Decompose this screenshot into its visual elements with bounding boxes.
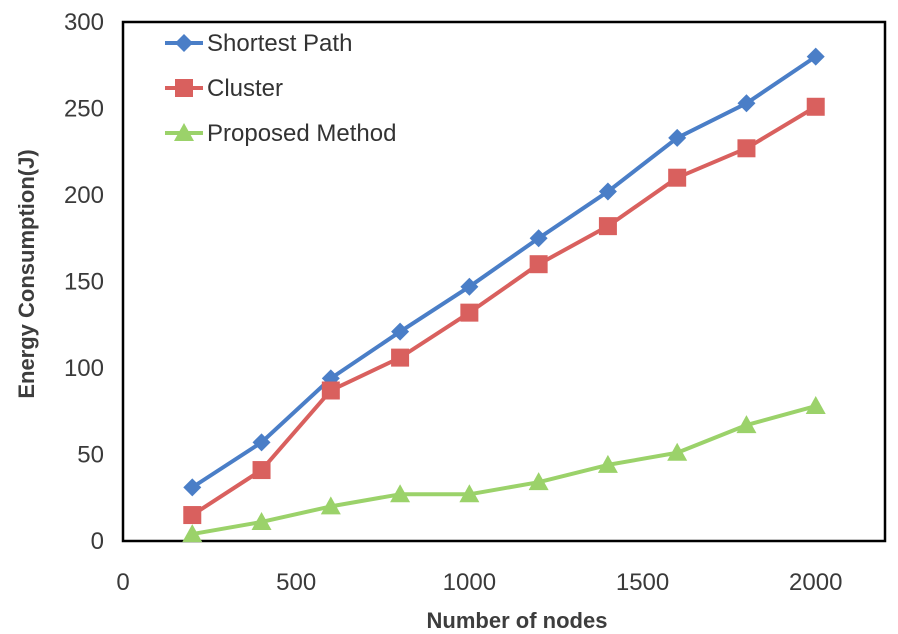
series-line: [191, 105, 817, 517]
data-point-marker: [668, 168, 687, 187]
legend-entry: Cluster: [165, 75, 283, 102]
data-point-marker: [252, 433, 271, 452]
data-point-marker: [390, 484, 411, 503]
data-point-marker: [460, 303, 479, 322]
legend-entry: Proposed Method: [165, 120, 396, 147]
legend-marker-swatch: [175, 79, 193, 97]
data-point-marker: [806, 47, 825, 66]
data-point-marker: [320, 496, 341, 515]
data-point-marker: [391, 348, 410, 367]
series-line: [191, 404, 817, 537]
x-axis-title: Number of nodes: [427, 608, 608, 633]
legend-label: Cluster: [207, 75, 283, 102]
y-tick-label: 200: [64, 182, 104, 209]
data-point-marker: [597, 454, 618, 473]
data-point-marker: [529, 255, 548, 274]
data-point-marker: [805, 396, 826, 415]
x-tick-label: 1500: [616, 569, 669, 596]
data-point-marker: [459, 484, 480, 503]
legend-marker-swatch: [175, 34, 193, 52]
data-point-marker: [251, 511, 272, 530]
legend: Shortest Path Cluster Proposed Method: [165, 30, 396, 147]
legend-marker-swatch: [174, 123, 194, 141]
data-point-marker: [460, 277, 479, 296]
legend-label: Proposed Method: [207, 120, 396, 147]
data-point-marker: [391, 322, 410, 341]
data-point-marker: [529, 229, 548, 248]
data-point-marker: [182, 524, 203, 543]
plot-frame: [121, 20, 887, 543]
series-line: [191, 54, 817, 490]
x-tick-label: 1000: [443, 569, 496, 596]
x-tick-label: 2000: [789, 569, 842, 596]
x-tick-label: 500: [276, 569, 316, 596]
y-tick-label: 300: [64, 9, 104, 36]
x-tick-label: 0: [116, 569, 129, 596]
series-layer: [182, 47, 826, 543]
data-point-marker: [806, 97, 825, 116]
data-point-marker: [183, 478, 202, 497]
data-point-marker: [528, 472, 549, 491]
y-tick-label: 250: [64, 96, 104, 123]
series-proposed-method: [182, 396, 826, 543]
legend-entry: Shortest Path: [165, 30, 352, 57]
y-tick-label: 150: [64, 269, 104, 296]
data-point-marker: [736, 415, 757, 434]
data-point-marker: [737, 94, 756, 113]
y-tick-label: 0: [91, 528, 104, 555]
data-point-marker: [321, 381, 340, 400]
data-point-marker: [252, 461, 271, 480]
data-point-marker: [737, 139, 756, 158]
x-tick-labels: 0 500 1000 1500 2000: [116, 569, 842, 596]
data-point-marker: [668, 128, 687, 147]
series-shortest-path: [183, 47, 825, 497]
data-point-marker: [598, 217, 617, 236]
y-tick-label: 100: [64, 355, 104, 382]
data-point-marker: [183, 506, 202, 525]
y-tick-labels: 0 50 100 150 200 250 300: [64, 9, 104, 555]
series-cluster: [183, 97, 825, 525]
legend-label: Shortest Path: [207, 30, 352, 57]
y-tick-label: 50: [77, 442, 104, 469]
data-point-marker: [598, 182, 617, 201]
data-point-marker: [667, 442, 688, 461]
y-axis-title: Energy Consumption(J): [14, 149, 39, 398]
